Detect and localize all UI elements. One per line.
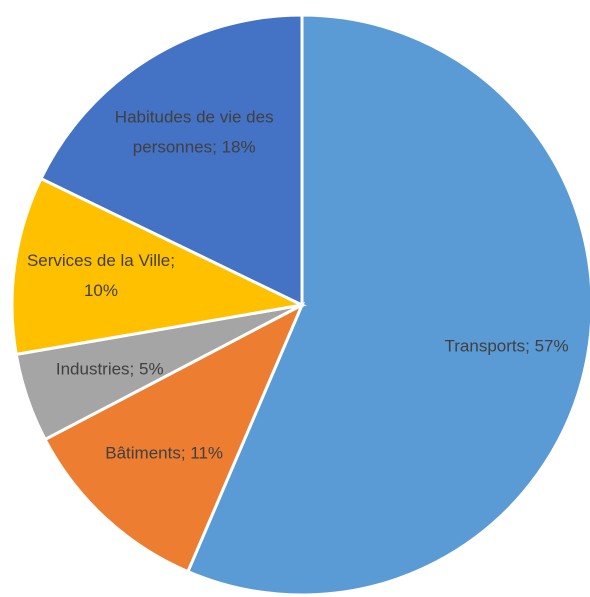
pie-slice — [38, 13, 304, 308]
data-label-line: Bâtiments; 11% — [105, 443, 223, 462]
pie-slice — [43, 301, 306, 574]
data-label-line: Industries; 5% — [56, 360, 164, 379]
data-label: Transports; 57% — [445, 336, 569, 355]
data-label: Habitudes de vie des personnes; 18% — [115, 107, 274, 156]
data-label: Industries; 5% — [56, 360, 164, 379]
data-label-line: 10% — [84, 281, 118, 300]
data-label-line: Habitudes de vie des — [115, 107, 274, 126]
data-label-line: Transports; 57% — [445, 336, 569, 355]
data-label-line: Services de la Ville; — [27, 251, 175, 270]
pie-slice — [10, 176, 307, 357]
data-label: Services de la Ville; 10% — [27, 251, 175, 300]
data-label-line: personnes; 18% — [133, 137, 256, 156]
data-label: Bâtiments; 11% — [105, 443, 223, 462]
pie-slice — [185, 13, 590, 597]
